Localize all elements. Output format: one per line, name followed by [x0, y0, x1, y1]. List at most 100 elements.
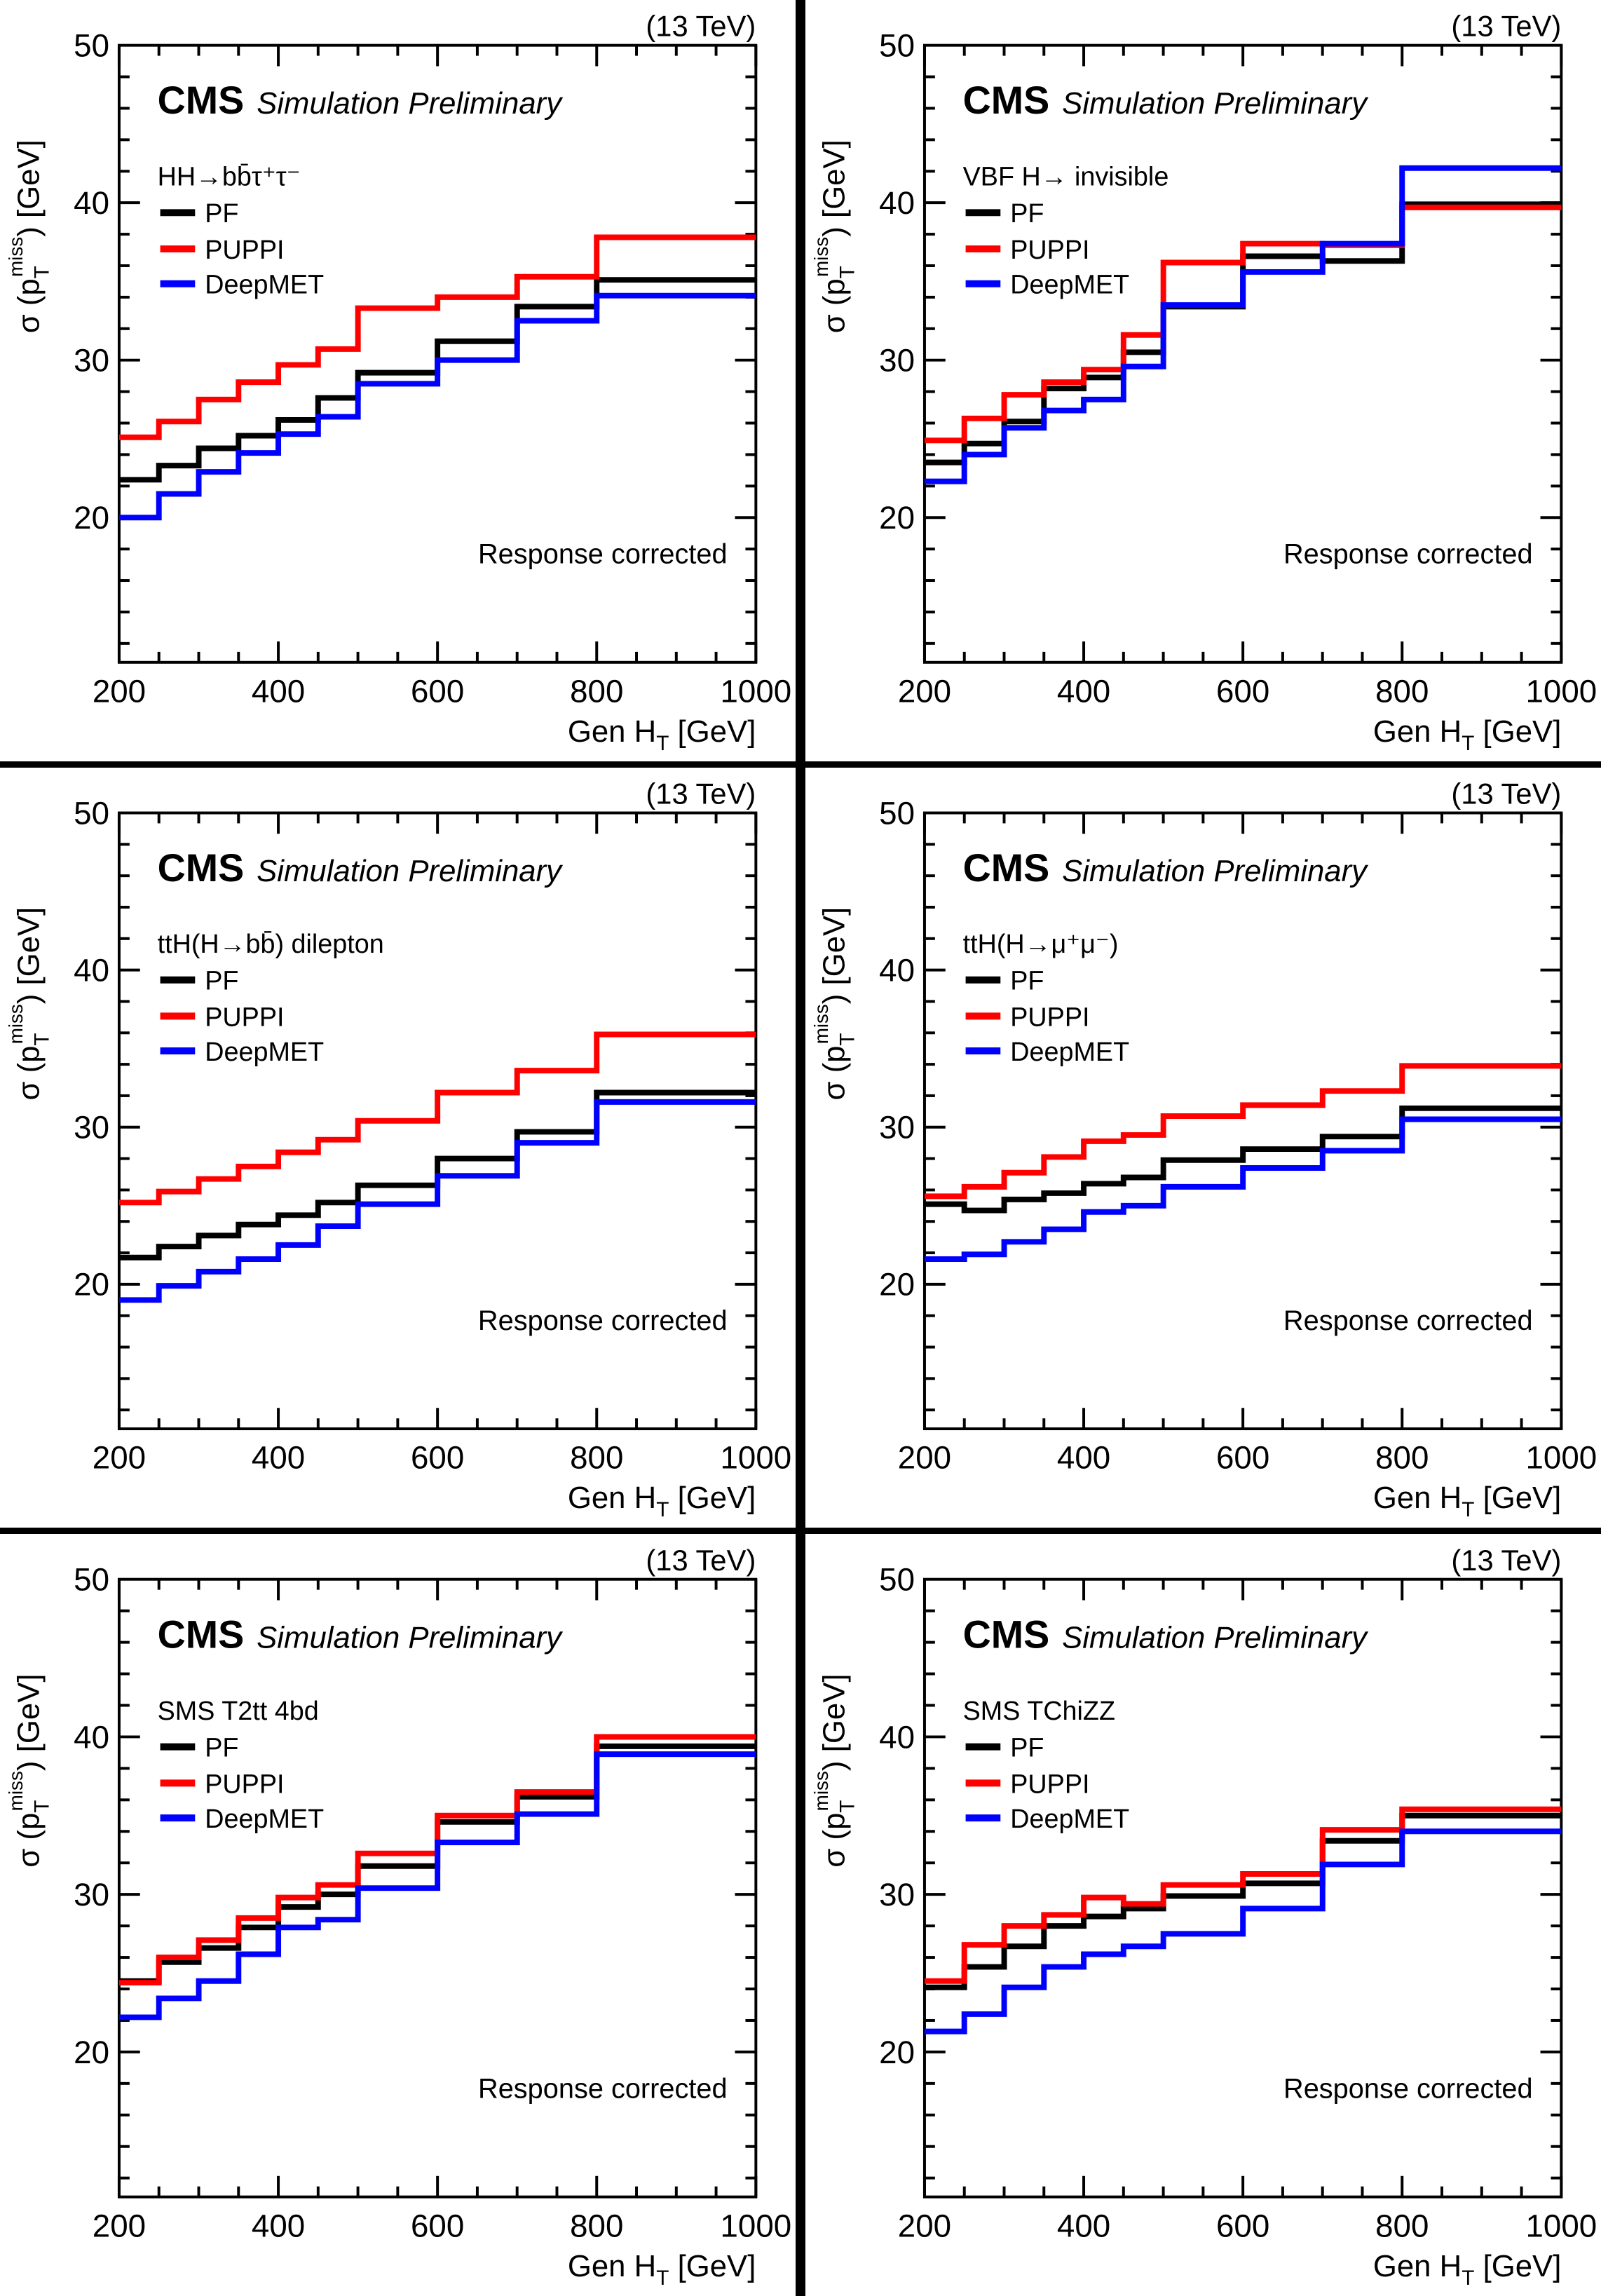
deepmet-legend-label: DeepMET	[205, 1037, 324, 1066]
y-axis-title: σ (pTmiss) [GeV]	[5, 907, 54, 1101]
pf-legend-label: PF	[1010, 1734, 1044, 1763]
y-tick-label: 40	[74, 185, 109, 221]
x-tick-label: 1000	[1525, 2208, 1597, 2243]
puppi-series	[118, 1031, 756, 1206]
process-label: HH→bb̄τ⁺τ⁻	[158, 163, 301, 192]
energy-label: (13 TeV)	[646, 777, 756, 810]
tick-marks	[117, 1579, 758, 2197]
tick-marks	[117, 45, 758, 663]
x-tick-label: 200	[93, 1440, 146, 1476]
response-corrected-label: Response corrected	[1283, 1305, 1533, 1336]
x-tick-label: 1000	[720, 2208, 791, 2243]
energy-label: (13 TeV)	[646, 1544, 756, 1577]
panel-vbf-hinv: 200 400 600 800 1000 20 30 40 50 Gen HT [GeV] σ (p…	[805, 0, 1601, 761]
puppi-legend-label: PUPPI	[1010, 1002, 1089, 1031]
puppi-legend-label: PUPPI	[205, 1002, 284, 1031]
panel-tth-bb-dilepton: 200 400 600 800 1000 20 30 40 50 Gen HT [GeV] σ (p…	[0, 768, 796, 1528]
cms-plot: 200 400 600 800 1000 20 30 40 50 Gen HT [GeV] σ (p…	[0, 1534, 796, 2296]
y-tick-label: 50	[74, 795, 109, 831]
plot-background	[805, 0, 1601, 761]
response-corrected-label: Response corrected	[1283, 539, 1533, 570]
plot-background	[0, 1534, 796, 2296]
panel-sms-t2tt-4bd: 200 400 600 800 1000 20 30 40 50 Gen HT [GeV] σ (p…	[0, 1534, 796, 2296]
pf-legend-label: PF	[1010, 199, 1044, 229]
x-tick-label: 200	[898, 1440, 951, 1476]
pf-legend-label: PF	[205, 199, 238, 229]
y-axis-title: σ (pTmiss) [GeV]	[5, 140, 54, 333]
y-tick-label: 20	[879, 2035, 915, 2070]
x-tick-label: 1000	[1526, 673, 1597, 709]
puppi-legend-label: PUPPI	[205, 1769, 284, 1799]
deepmet-legend-label: DeepMET	[1010, 1037, 1129, 1066]
y-tick-label: 30	[879, 1877, 915, 1913]
pf-legend-label: PF	[205, 966, 238, 996]
x-tick-label: 600	[1216, 2208, 1269, 2243]
process-label: SMS T2tt 4bd	[158, 1697, 319, 1726]
process-label: ttH(H→bb̄) dilepton	[158, 929, 384, 958]
cms-plot: 200 400 600 800 1000 20 30 40 50 Gen HT [GeV] σ (p…	[805, 768, 1601, 1528]
x-tick-label: 600	[411, 673, 464, 709]
puppi-legend-label: PUPPI	[205, 236, 284, 265]
puppi-series	[924, 1063, 1562, 1200]
y-tick-label: 40	[879, 953, 915, 989]
y-tick-label: 40	[74, 1719, 109, 1755]
x-axis-title: Gen HT [GeV]	[568, 714, 756, 755]
deepmet-series	[924, 1828, 1562, 2035]
energy-label: (13 TeV)	[1451, 777, 1561, 810]
cms-label: CMS Simulation Preliminary	[963, 1612, 1370, 1656]
cms-label: CMS Simulation Preliminary	[963, 79, 1370, 122]
cms-plot: 200 400 600 800 1000 20 30 40 50 Gen HT [GeV] σ (p…	[0, 768, 796, 1528]
y-tick-label: 50	[879, 28, 915, 64]
x-tick-label: 800	[1375, 2208, 1429, 2243]
y-tick-label: 50	[74, 28, 109, 64]
y-tick-label: 20	[74, 1267, 109, 1303]
x-tick-label: 200	[898, 2208, 951, 2243]
pf-series	[118, 277, 756, 483]
x-tick-label: 800	[570, 1440, 623, 1476]
cms-plot: 200 400 600 800 1000 20 30 40 50 Gen HT [GeV] σ (p…	[805, 0, 1601, 761]
response-corrected-label: Response corrected	[1283, 2073, 1533, 2104]
process-label: VBF H→ invisible	[963, 163, 1169, 192]
x-tick-label: 1000	[721, 673, 792, 709]
cms-plot: 200 400 600 800 1000 20 30 40 50 Gen HT [GeV] σ (p…	[0, 0, 796, 761]
y-axis-title: σ (pTmiss) [GeV]	[810, 1673, 859, 1867]
cms-label: CMS Simulation Preliminary	[158, 79, 564, 122]
pf-series	[924, 1105, 1562, 1214]
x-tick-label: 600	[411, 1440, 464, 1476]
pf-series	[118, 1089, 756, 1261]
x-axis-title: Gen HT [GeV]	[568, 1481, 756, 1521]
y-tick-label: 50	[74, 1562, 109, 1598]
process-label: ttH(H→μ⁺μ⁻)	[963, 929, 1119, 958]
y-tick-label: 40	[879, 1719, 915, 1755]
tick-marks	[922, 1579, 1563, 2197]
x-tick-label: 600	[1216, 1440, 1269, 1476]
cms-label: CMS Simulation Preliminary	[158, 1612, 564, 1656]
x-tick-label: 800	[1375, 1440, 1429, 1476]
puppi-series	[118, 234, 756, 440]
x-tick-label: 1000	[720, 1440, 791, 1476]
x-axis-title: Gen HT [GeV]	[1373, 714, 1562, 755]
x-tick-label: 200	[93, 2208, 146, 2243]
energy-label: (13 TeV)	[1451, 1544, 1561, 1577]
x-tick-label: 400	[252, 673, 305, 709]
deepmet-legend-label: DeepMET	[205, 1805, 324, 1834]
y-tick-label: 30	[74, 343, 109, 379]
y-tick-label: 30	[74, 1877, 109, 1913]
plot-background	[805, 1534, 1601, 2296]
y-axis-title: σ (pTmiss) [GeV]	[810, 140, 859, 333]
plot-background	[0, 0, 796, 761]
x-tick-label: 400	[1057, 673, 1110, 709]
deepmet-legend-label: DeepMET	[205, 271, 324, 300]
y-tick-label: 20	[879, 500, 915, 536]
pf-legend-label: PF	[205, 1734, 238, 1763]
y-tick-label: 20	[74, 2035, 109, 2070]
x-tick-label: 400	[1057, 1440, 1110, 1476]
pf-legend-label: PF	[1010, 966, 1044, 996]
cms-plot: 200 400 600 800 1000 20 30 40 50 Gen HT [GeV] σ (p…	[805, 1534, 1601, 2296]
panel-tth-mumu: 200 400 600 800 1000 20 30 40 50 Gen HT [GeV] σ (p…	[805, 768, 1601, 1528]
x-tick-label: 400	[1057, 2208, 1110, 2243]
deepmet-legend-label: DeepMET	[1010, 1805, 1129, 1834]
deepmet-series	[118, 1751, 756, 2020]
deepmet-legend-label: DeepMET	[1010, 271, 1129, 300]
puppi-series	[118, 1734, 756, 1986]
